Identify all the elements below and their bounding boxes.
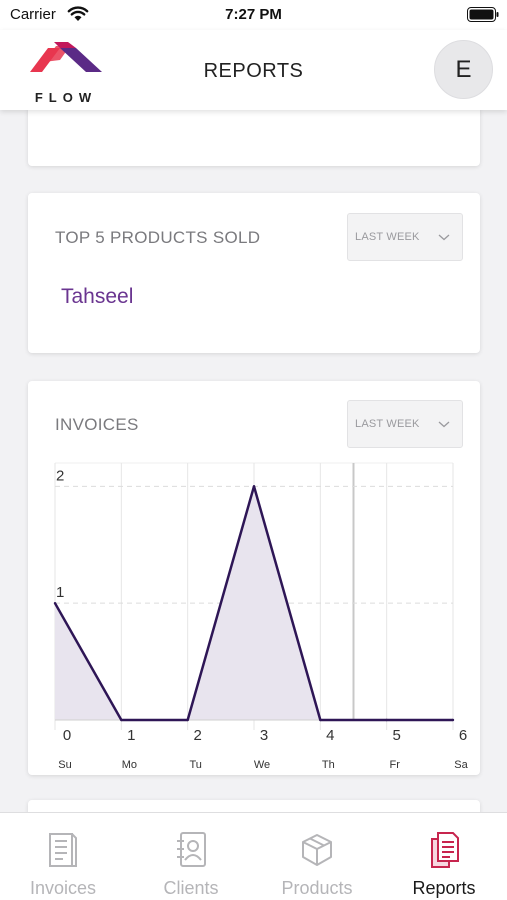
tab-bar: Invoices Clients Products Re — [0, 812, 507, 900]
invoices-title: INVOICES — [55, 415, 139, 434]
page-title: REPORTS — [203, 60, 304, 82]
top-products-period-select[interactable]: LAST WEEK — [347, 213, 463, 261]
invoices-chart: 1 2 0 Su 1 Mo 2 Tu 3 We 4 Th 5 Fr 6 Sa — [53, 462, 469, 771]
chart-data-point — [252, 485, 256, 488]
top-products-card: TOP 5 PRODUCTS SOLD LAST WEEK Tahseel — [28, 193, 480, 353]
chart-x-tick-label: 1 — [127, 727, 135, 744]
chart-x-tick-label: 3 — [260, 727, 268, 744]
chart-data-point — [120, 718, 123, 722]
avatar[interactable]: E — [434, 40, 493, 99]
tab-reports[interactable]: Reports — [381, 813, 507, 900]
invoices-card: INVOICES LAST WEEK 1 2 0 Su 1 Mo 2 Tu 3 We 4 Th 5 Fr 6… — [28, 381, 480, 775]
chart-x-tick-label: 5 — [392, 727, 400, 744]
invoices-period-select[interactable]: LAST WEEK — [347, 400, 463, 448]
chart-x-tick-label: 0 — [63, 727, 71, 744]
tab-clients[interactable]: Clients — [128, 813, 254, 900]
period-select-label: LAST WEEK — [355, 418, 420, 430]
tab-label: Products — [281, 878, 353, 898]
tab-label: Invoices — [29, 878, 97, 898]
chart-x-tick-label: 4 — [326, 727, 334, 744]
tab-label: Clients — [163, 878, 219, 898]
tab-invoices[interactable]: Invoices — [0, 813, 126, 900]
chart-area — [55, 486, 453, 720]
status-time: 7:27 PM — [225, 6, 282, 23]
flow-logo: FLOW — [26, 42, 106, 105]
chart-data-point — [451, 718, 455, 722]
box-icon — [302, 834, 332, 866]
avatar-initial: E — [455, 55, 472, 83]
chart-day-label: Th — [322, 759, 335, 771]
flow-logo-mark — [30, 42, 102, 72]
app-header: FLOW REPORTS E — [0, 30, 507, 110]
chart-data-point — [186, 718, 189, 722]
chart-data-point — [385, 718, 388, 722]
chart-day-label: We — [254, 759, 270, 771]
status-bar: Carrier 7:27 PM — [0, 0, 507, 30]
logo-text: FLOW — [34, 90, 98, 105]
chevron-down-icon — [438, 421, 450, 428]
period-select-label: LAST WEEK — [355, 231, 420, 243]
chart-data-point — [319, 718, 322, 722]
chart-day-label: Sa — [454, 759, 468, 771]
invoice-icon — [49, 833, 77, 867]
top-products-title: TOP 5 PRODUCTS SOLD — [55, 228, 261, 247]
chart-data-point — [53, 601, 57, 605]
chart-y-tick-label: 2 — [56, 467, 64, 484]
top-product-item: Tahseel — [61, 285, 134, 308]
reports-icon — [431, 832, 459, 868]
chart-y-tick-label: 1 — [56, 584, 64, 601]
report-card-previous — [28, 108, 480, 166]
chart-day-label: Fr — [389, 759, 400, 771]
tab-label: Reports — [412, 878, 476, 898]
carrier-label: Carrier — [10, 6, 56, 23]
chart-day-label: Su — [58, 759, 71, 771]
contact-book-icon — [177, 832, 206, 867]
wifi-icon — [67, 6, 89, 21]
chart-day-label: Mo — [122, 759, 137, 771]
chart-day-label: Tu — [189, 759, 201, 771]
battery-icon — [467, 7, 499, 22]
tab-products[interactable]: Products — [254, 813, 380, 900]
chart-x-tick-label: 6 — [459, 727, 467, 744]
chevron-down-icon — [438, 234, 450, 241]
chart-x-tick-label: 2 — [193, 727, 201, 744]
